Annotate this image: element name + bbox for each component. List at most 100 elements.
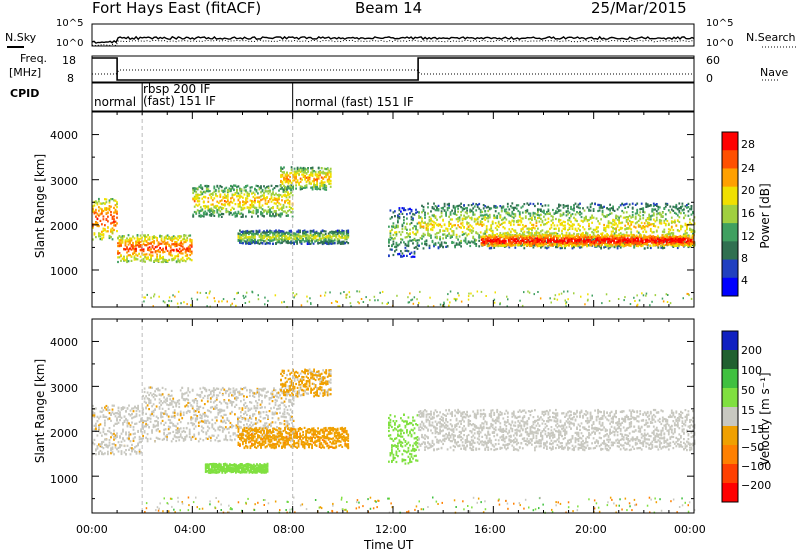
power-cell [616, 208, 619, 211]
power-cell [135, 244, 137, 247]
power-cell [135, 257, 137, 260]
power-cell [562, 213, 565, 216]
power-cell [581, 245, 584, 248]
power-cell [583, 228, 586, 231]
power-cell [273, 230, 276, 233]
power-cell [223, 193, 226, 196]
power-cell [159, 251, 161, 254]
power-cell [162, 258, 164, 261]
power-cell [467, 225, 470, 228]
power-cell [557, 236, 560, 239]
power-cell [555, 231, 557, 235]
power-cell [226, 193, 229, 196]
power-cell [130, 239, 133, 242]
power-cell [255, 231, 258, 235]
power-cell [401, 223, 404, 226]
power-cell [297, 235, 300, 238]
power-cell [171, 243, 174, 246]
power-cell [281, 232, 283, 235]
power-cell [439, 229, 441, 232]
power-cell [518, 241, 521, 244]
power-cell [291, 194, 294, 197]
power-cell [581, 242, 584, 245]
power-cell [624, 240, 627, 243]
power-cell [509, 236, 512, 239]
power-cell [180, 258, 183, 261]
power-cell [550, 235, 552, 238]
power-cell [514, 246, 517, 249]
power-cell [439, 237, 441, 240]
power-cell [607, 220, 610, 223]
power-cell [583, 209, 586, 212]
power-cell [204, 210, 207, 213]
power-cell [573, 204, 575, 207]
power-cell [621, 209, 624, 213]
power-heatmap-layer [92, 166, 696, 308]
power-cell [163, 242, 166, 245]
power-cell [565, 244, 567, 247]
power-cell [240, 192, 243, 195]
power-cell [284, 179, 287, 182]
power-cell [641, 241, 644, 244]
power-cell [563, 239, 566, 242]
power-cell [295, 177, 297, 180]
power-cell [237, 212, 240, 215]
power-cell [285, 241, 288, 244]
power-cell [285, 190, 288, 193]
power-cell [493, 216, 496, 220]
power-cell [491, 240, 494, 243]
power-cell [391, 237, 393, 240]
power-cell [497, 240, 500, 243]
power-cell [428, 244, 431, 247]
power-cell [504, 242, 507, 245]
power-cell [306, 233, 309, 236]
power-cell [538, 234, 540, 237]
power-cell [233, 193, 235, 196]
power-cell [472, 202, 475, 205]
power-cell [544, 218, 547, 221]
power-cell [269, 198, 271, 201]
power-cell [286, 171, 288, 174]
power-cell [485, 238, 488, 241]
power-cell [481, 224, 484, 227]
power-cell [561, 232, 563, 235]
power-cell [255, 206, 258, 209]
power-cell [511, 206, 514, 209]
power-cell [595, 235, 597, 238]
power-cell [239, 201, 241, 205]
power-cell [431, 206, 434, 209]
power-cell [108, 201, 111, 204]
power-cell [500, 218, 503, 222]
power-cell [261, 212, 264, 215]
power-cell [252, 230, 255, 233]
power-cell [328, 179, 331, 182]
power-cell [255, 184, 258, 187]
power-cell [430, 210, 432, 213]
power-cell [135, 249, 137, 252]
power-cell [486, 241, 489, 244]
power-cell [234, 212, 237, 215]
power-cell [535, 234, 538, 237]
power-cell [625, 244, 628, 247]
power-cell [524, 236, 527, 240]
power-cell [440, 241, 443, 244]
power-cell [521, 217, 524, 220]
power-cell [419, 226, 422, 229]
power-cell [272, 199, 274, 202]
power-cell [270, 239, 273, 242]
power-cell [172, 249, 175, 252]
power-cell [521, 234, 524, 237]
power-cell [603, 228, 605, 232]
power-cell [452, 206, 455, 209]
power-cell [588, 244, 590, 247]
power-cell [407, 244, 410, 248]
power-cell [617, 238, 620, 241]
power-cell [252, 195, 255, 199]
power-cell [159, 247, 161, 250]
power-cell [612, 230, 614, 233]
power-cell [630, 235, 633, 239]
power-cell [239, 241, 241, 244]
power-cell [193, 205, 196, 208]
power-cell [516, 244, 519, 247]
power-cell [640, 207, 643, 210]
